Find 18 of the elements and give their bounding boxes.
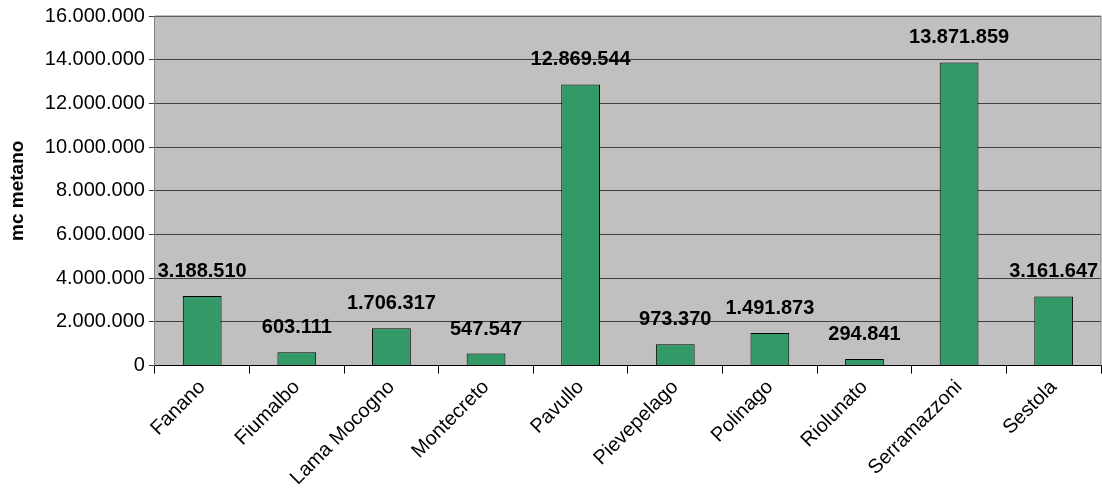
y-tick-label: 4.000.000: [55, 265, 145, 288]
data-label: 547.547: [449, 316, 523, 339]
data-label: 13.871.859: [909, 25, 1010, 48]
y-tick-label: 10.000.000: [44, 134, 145, 157]
y-tick-label: 2.000.000: [55, 309, 145, 332]
y-tick-label: 8.000.000: [55, 178, 145, 201]
data-label: 1.706.317: [346, 291, 436, 314]
y-tick-label: 14.000.000: [44, 47, 145, 70]
y-tick-label: 16.000.000: [44, 3, 145, 26]
data-label: 294.841: [828, 322, 901, 345]
y-tick-label: 6.000.000: [55, 221, 145, 244]
data-label: 603.111: [261, 315, 332, 338]
data-label: 3.161.647: [1009, 259, 1099, 282]
y-tick-label: 12.000.000: [44, 90, 145, 113]
y-tick-label: 0: [133, 353, 145, 376]
y-axis-title: mc metano: [5, 140, 27, 241]
data-label: 3.188.510: [157, 258, 247, 281]
data-label: 1.491.873: [725, 295, 815, 318]
